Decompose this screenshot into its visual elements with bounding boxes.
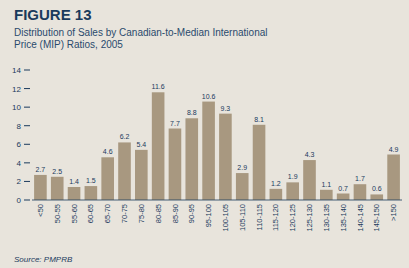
data-label: 4.6 [103, 148, 113, 155]
data-label: 8.8 [187, 109, 197, 116]
bar [286, 182, 299, 200]
chart: FIGURE 13 Distribution of Sales by Canadi… [0, 0, 409, 268]
bar [152, 92, 165, 200]
y-tick-label: 10 [12, 103, 21, 112]
x-axis-line [32, 200, 402, 201]
x-tick-label: 90-95 [187, 204, 196, 223]
bar [51, 177, 64, 200]
y-tick-label: 4 [17, 159, 22, 168]
x-tick-label: 110-115 [255, 204, 264, 230]
x-tick-label: 55-60 [70, 204, 79, 223]
data-label: 1.5 [86, 177, 96, 184]
bar [68, 187, 81, 200]
bar [219, 114, 232, 200]
data-label: 6.2 [120, 133, 130, 140]
x-tick-label: 115-120 [271, 204, 280, 231]
x-tick-label: 120-125 [288, 204, 297, 232]
x-tick-label: 60-65 [86, 204, 95, 223]
y-tick [24, 107, 30, 108]
bar [101, 157, 114, 200]
y-tick [24, 144, 30, 145]
data-label: 1.9 [288, 173, 298, 180]
bar [320, 190, 333, 200]
x-tick-label: 105-110 [238, 204, 247, 231]
data-label: 1.4 [69, 178, 79, 185]
bar [337, 194, 350, 201]
data-label: 1.7 [355, 175, 365, 182]
bar [202, 102, 215, 200]
data-label: 0.6 [372, 185, 382, 192]
bar [185, 118, 198, 200]
subtitle: Distribution of Sales by Canadian-to-Med… [14, 27, 267, 50]
bar [169, 129, 182, 201]
y-tick [24, 162, 30, 163]
bar [118, 142, 131, 200]
data-label: 2.7 [36, 166, 46, 173]
data-label: 4.3 [305, 151, 315, 158]
x-tick-label: 75-80 [137, 204, 146, 223]
data-label: 2.9 [237, 164, 247, 171]
title: FIGURE 13 [14, 6, 92, 23]
bars [34, 92, 400, 200]
data-label: 1.2 [271, 180, 281, 187]
y-tick [24, 200, 30, 201]
x-tick-label: 130-135 [322, 204, 331, 232]
x-tick-label: 70-75 [120, 204, 129, 223]
data-label: 2.5 [52, 168, 62, 175]
y-tick-label: 12 [12, 85, 21, 94]
data-label: 9.3 [221, 105, 231, 112]
y-tick-label: 14 [12, 66, 21, 75]
x-tick-label: 80-85 [154, 204, 163, 223]
bar [387, 155, 400, 201]
y-tick-label: 8 [17, 122, 22, 131]
bar [85, 186, 98, 200]
bar [354, 184, 367, 200]
y-tick [24, 88, 30, 89]
x-tick-label: 135-140 [339, 204, 348, 232]
x-tick-label: 95-100 [204, 204, 213, 227]
x-tick-label: >150 [389, 204, 398, 221]
data-label: 1.1 [321, 181, 331, 188]
y-tick-label: 6 [17, 140, 22, 149]
data-label: 5.4 [136, 141, 146, 148]
bar [270, 189, 283, 200]
bar [34, 175, 47, 200]
x-tick-label: 125-130 [305, 204, 314, 232]
x-tick-label: 140-145 [356, 204, 365, 232]
x-tick-label: 65-70 [103, 204, 112, 223]
data-label: 4.9 [389, 146, 399, 153]
bar [253, 125, 266, 200]
bar [236, 173, 249, 200]
x-tick-label: 85-90 [171, 204, 180, 223]
y-tick [24, 70, 30, 71]
data-label: 8.1 [254, 116, 264, 123]
background [0, 0, 409, 268]
x-tick-label: 50-55 [53, 204, 62, 223]
data-label: 0.7 [338, 185, 348, 192]
x-tick-label: <50 [36, 204, 45, 217]
y-tick [24, 181, 30, 182]
bar [135, 150, 148, 200]
bar [303, 160, 316, 200]
data-label: 7.7 [170, 120, 180, 127]
x-tick-label: 100-105 [221, 204, 230, 232]
y-tick-label: 2 [17, 177, 22, 186]
y-tick-label: 0 [17, 196, 22, 205]
source: Source: PMPRB [14, 255, 73, 264]
x-tick-label: 145-150 [372, 204, 381, 232]
data-label: 10.6 [202, 93, 216, 100]
bar [370, 194, 383, 200]
y-tick [24, 125, 30, 126]
data-label: 11.6 [152, 83, 165, 90]
